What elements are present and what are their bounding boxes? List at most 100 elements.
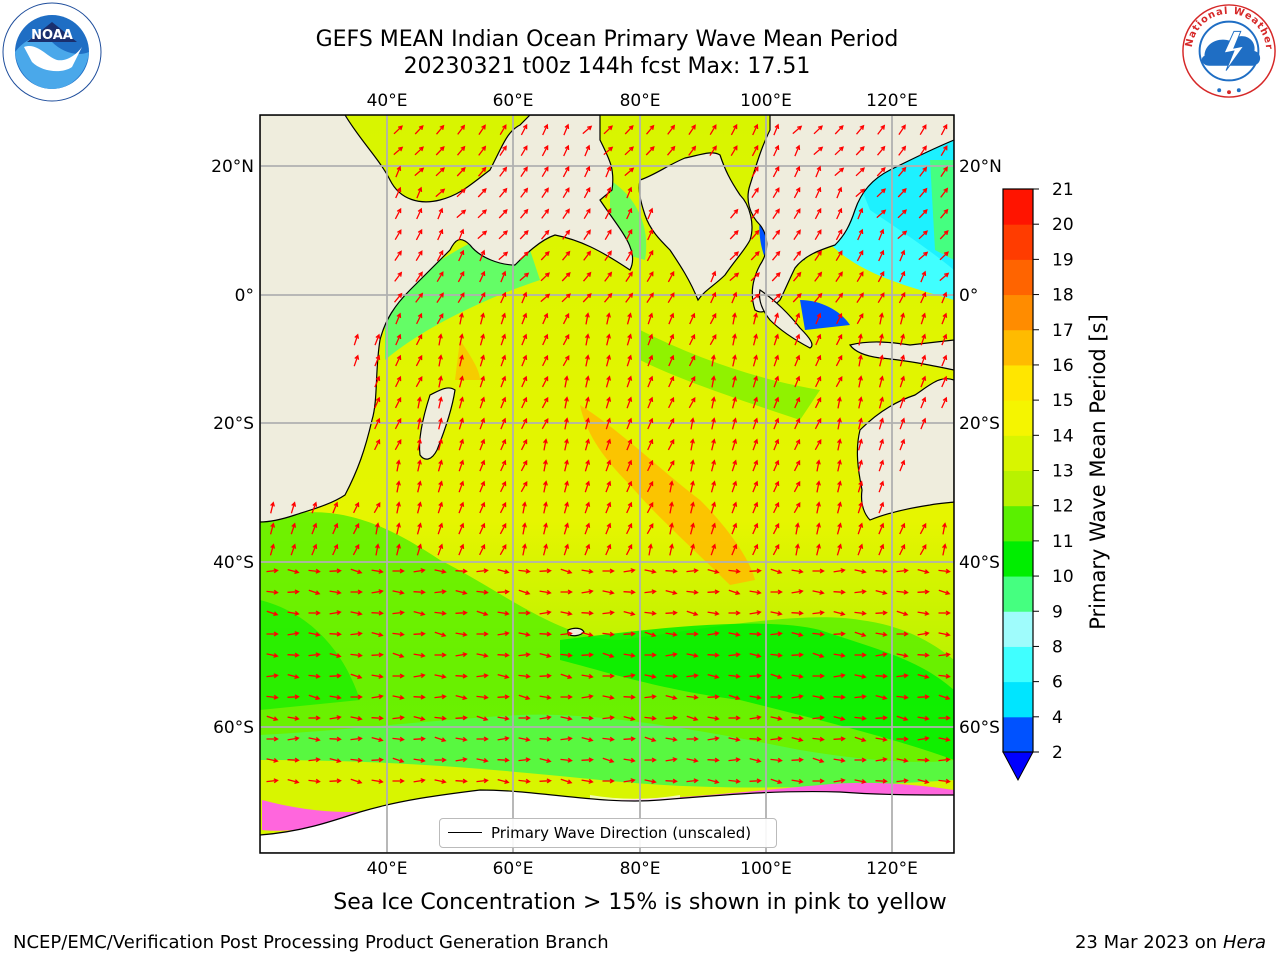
wave-arrow bbox=[940, 166, 948, 177]
wave-arrow bbox=[581, 778, 594, 784]
wave-arrow bbox=[477, 230, 488, 240]
wave-arrow bbox=[329, 631, 342, 637]
wave-arrow bbox=[773, 375, 780, 388]
wave-arrow bbox=[709, 334, 717, 346]
wave-arrow bbox=[749, 778, 762, 784]
wave-arrow bbox=[564, 459, 569, 472]
wave-arrow bbox=[752, 354, 759, 367]
colorbar-tick-label: 15 bbox=[1052, 391, 1074, 411]
wave-arrow bbox=[520, 481, 528, 493]
wave-arrow bbox=[518, 652, 531, 658]
wave-arrow bbox=[606, 333, 611, 346]
wave-arrow bbox=[541, 229, 550, 240]
wave-arrow bbox=[731, 501, 738, 514]
wave-arrow bbox=[518, 694, 531, 701]
wave-arrow bbox=[647, 207, 654, 220]
colorbar-segment bbox=[1003, 681, 1033, 718]
wave-arrow bbox=[770, 568, 783, 575]
wave-arrow bbox=[413, 631, 426, 637]
wave-arrow bbox=[751, 187, 759, 198]
wave-arrow bbox=[878, 249, 885, 262]
wave-arrow bbox=[731, 459, 738, 472]
wave-arrow bbox=[854, 715, 867, 721]
colorbar-segment bbox=[1003, 329, 1033, 366]
wave-arrow bbox=[730, 208, 739, 219]
wave-arrow bbox=[644, 757, 657, 763]
wave-arrow bbox=[875, 715, 888, 721]
wave-arrow bbox=[710, 480, 717, 493]
wave-arrow bbox=[520, 166, 528, 177]
wave-arrow bbox=[856, 292, 864, 303]
wave-arrow bbox=[437, 522, 444, 535]
wave-arrow bbox=[437, 501, 444, 514]
wave-arrow bbox=[665, 652, 678, 658]
wave-arrow bbox=[833, 715, 846, 722]
wave-arrow bbox=[413, 589, 426, 595]
wave-arrow bbox=[938, 757, 951, 763]
wave-arrow bbox=[437, 438, 444, 451]
legend-line-symbol bbox=[448, 832, 482, 833]
wave-arrow bbox=[812, 610, 825, 616]
colorbar-segment bbox=[1003, 611, 1033, 647]
lon-label-top: 120°E bbox=[866, 91, 918, 111]
wave-arrow bbox=[686, 589, 699, 595]
wave-arrow bbox=[710, 459, 717, 472]
wave-arrow bbox=[457, 270, 465, 283]
wave-arrow bbox=[710, 270, 717, 283]
wave-arrow bbox=[917, 757, 930, 763]
colorbar: 2 4 6 8 9 10 11 12 13 14 15 16 17 18 19 20 21 Primary Wa… bbox=[1002, 180, 1110, 782]
lat-label-left: 20°S bbox=[213, 414, 254, 434]
wave-arrow bbox=[584, 333, 590, 346]
wave-arrow bbox=[583, 229, 591, 240]
wave-arrow bbox=[583, 186, 591, 199]
wave-arrow bbox=[833, 589, 846, 595]
wave-arrow bbox=[688, 145, 697, 156]
wave-arrow bbox=[458, 501, 465, 514]
wave-arrow bbox=[899, 249, 906, 262]
wave-arrow bbox=[521, 375, 528, 388]
wave-arrow bbox=[479, 333, 486, 346]
wave-arrow bbox=[539, 652, 552, 659]
wave-arrow bbox=[835, 292, 844, 303]
wave-arrow bbox=[644, 569, 657, 574]
wave-arrow bbox=[686, 694, 699, 700]
wave-arrow bbox=[854, 694, 867, 700]
wave-arrow bbox=[709, 124, 717, 136]
wave-arrow bbox=[540, 251, 550, 261]
colorbar-label: Primary Wave Mean Period [s] bbox=[1086, 314, 1110, 630]
wave-arrow bbox=[791, 757, 804, 763]
wave-arrow bbox=[395, 165, 402, 178]
wave-arrow bbox=[604, 250, 612, 261]
wave-arrow bbox=[833, 694, 846, 700]
wave-arrow bbox=[898, 124, 906, 135]
wave-arrow bbox=[730, 145, 738, 157]
wave-arrow bbox=[773, 417, 780, 430]
wave-arrow bbox=[896, 653, 909, 658]
wave-arrow bbox=[855, 167, 865, 177]
wave-arrow bbox=[875, 568, 888, 574]
wave-arrow bbox=[497, 589, 510, 595]
wave-arrow bbox=[562, 355, 570, 367]
legend-label: Primary Wave Direction (unscaled) bbox=[491, 824, 752, 842]
wave-arrow bbox=[560, 716, 573, 721]
wave-arrow bbox=[668, 396, 675, 409]
wave-arrow bbox=[644, 610, 657, 616]
wave-arrow bbox=[689, 438, 695, 451]
wave-arrow bbox=[626, 480, 633, 493]
wave-arrow bbox=[521, 396, 528, 409]
wave-arrow bbox=[290, 501, 297, 514]
wave-arrow bbox=[938, 715, 951, 721]
wave-arrow bbox=[498, 209, 508, 219]
wave-arrow bbox=[665, 694, 678, 701]
wave-arrow bbox=[500, 438, 507, 451]
wave-arrow bbox=[458, 249, 465, 262]
wave-arrow bbox=[266, 758, 279, 763]
wave-arrow bbox=[499, 501, 507, 514]
wave-arrow bbox=[413, 778, 426, 784]
wave-arrow bbox=[539, 631, 552, 637]
wave-arrow bbox=[773, 123, 780, 136]
wave-arrow bbox=[899, 333, 906, 346]
wave-arrow bbox=[605, 354, 612, 367]
wave-arrow bbox=[416, 417, 422, 430]
wave-arrow bbox=[750, 251, 760, 261]
